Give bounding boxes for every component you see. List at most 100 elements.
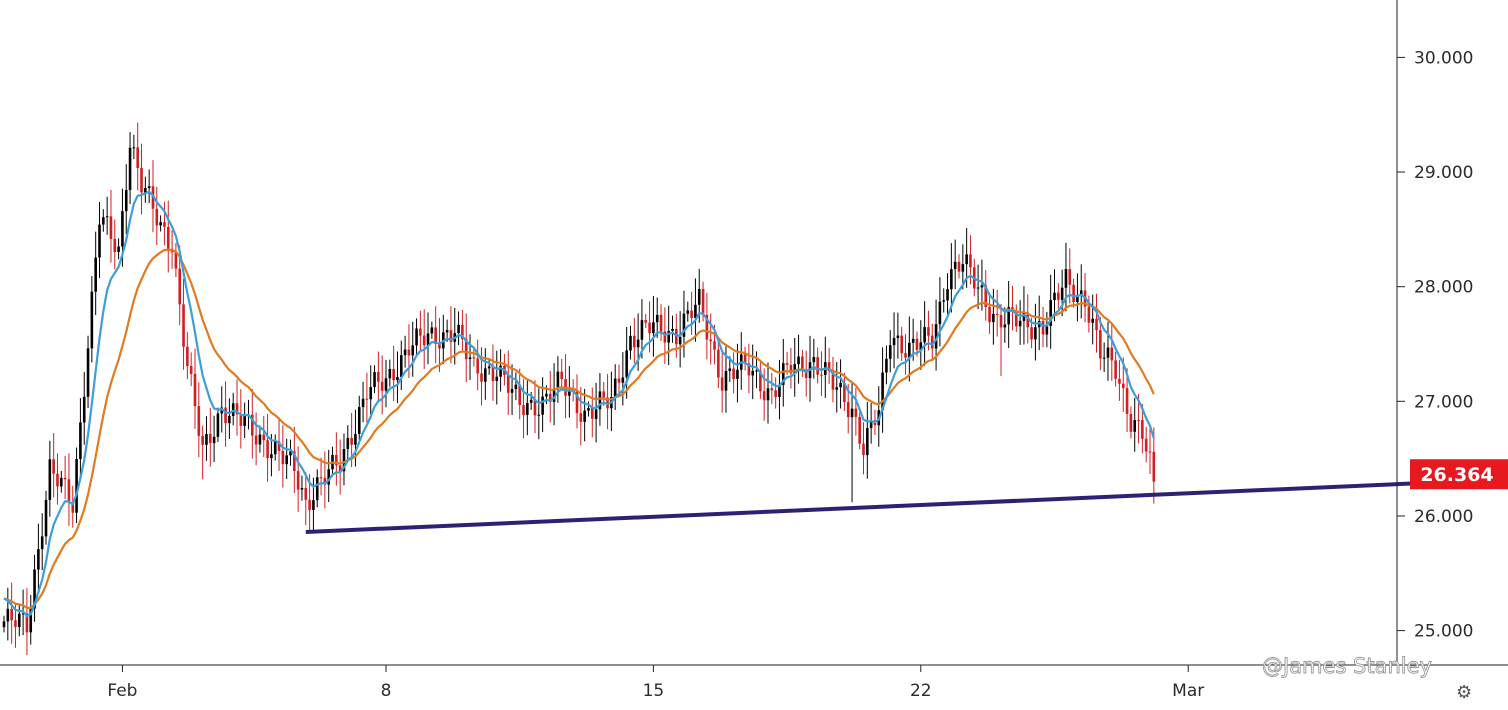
- x-tick-label: 8: [381, 681, 392, 701]
- candle-body: [885, 358, 888, 373]
- candle-body: [193, 373, 197, 407]
- candle-body: [621, 377, 625, 383]
- candle-body: [1018, 320, 1022, 327]
- candle-body: [17, 613, 21, 627]
- candle-body: [1152, 451, 1156, 482]
- candle-body: [354, 433, 357, 445]
- candle-body: [862, 443, 865, 456]
- candle-body: [464, 339, 468, 360]
- candle-body: [289, 451, 292, 456]
- candle-body: [121, 211, 124, 247]
- candle-body: [1041, 321, 1045, 335]
- candle-body: [518, 384, 521, 406]
- candle-body: [552, 388, 556, 402]
- candle-body: [858, 416, 861, 444]
- candle-body: [923, 327, 926, 343]
- candle-body: [648, 322, 651, 334]
- candle-body: [831, 370, 835, 390]
- candle-body: [541, 396, 544, 415]
- candle-body: [285, 455, 288, 465]
- candle-body: [14, 620, 17, 627]
- candle-body: [350, 437, 353, 445]
- candle-body: [98, 224, 101, 258]
- candle-body: [312, 500, 315, 510]
- candle-body: [335, 454, 338, 466]
- candle-body: [992, 313, 995, 323]
- candle-body: [770, 388, 774, 391]
- candle-body: [797, 356, 800, 365]
- candle-body: [155, 208, 159, 226]
- candle-body: [950, 269, 953, 290]
- candle-body: [717, 349, 720, 378]
- candle-body: [1053, 292, 1056, 301]
- candle-body: [1045, 325, 1049, 335]
- candle-body: [128, 147, 132, 190]
- candle-body: [266, 440, 269, 459]
- candle-body: [37, 549, 40, 570]
- candle-body: [449, 330, 453, 342]
- y-tick-label: 26.000: [1414, 507, 1473, 527]
- candle-body: [644, 320, 648, 323]
- candle-body: [636, 339, 640, 348]
- candle-body: [308, 499, 311, 510]
- candle-body: [102, 217, 105, 225]
- candle-body: [327, 469, 330, 485]
- candle-body: [140, 167, 143, 193]
- candle-body: [812, 357, 816, 363]
- candle-body: [399, 355, 403, 377]
- candle-body: [476, 358, 479, 374]
- candle-body: [598, 391, 602, 410]
- candle-body: [583, 410, 586, 422]
- candle-body: [29, 608, 33, 633]
- candle-body: [491, 366, 495, 381]
- candle-body: [506, 374, 510, 393]
- candle-body: [10, 608, 13, 621]
- support-trendline[interactable]: [305, 479, 1456, 535]
- candle-body: [671, 328, 674, 331]
- candle-body: [789, 364, 793, 374]
- candle-body: [304, 487, 308, 500]
- candle-body: [1022, 312, 1026, 321]
- candle-body: [212, 436, 216, 444]
- candle-body: [426, 333, 430, 346]
- gear-icon[interactable]: ⚙: [1456, 682, 1472, 703]
- candle-body: [117, 246, 120, 252]
- candle-body: [984, 285, 988, 307]
- candle-body: [1015, 310, 1018, 327]
- candle-body: [1148, 451, 1152, 453]
- candle-body: [262, 434, 266, 441]
- candle-body: [1125, 388, 1129, 414]
- candle-body: [319, 477, 323, 479]
- candle-body: [411, 345, 415, 356]
- candle-body: [270, 454, 273, 459]
- candle-body: [40, 536, 44, 550]
- candle-body: [197, 406, 201, 436]
- candle-body: [422, 335, 426, 346]
- candle-body: [835, 387, 839, 390]
- candle-body: [633, 335, 636, 348]
- candle-body: [396, 376, 399, 381]
- candle-body: [801, 356, 804, 372]
- candle-body: [709, 339, 712, 342]
- candle-body: [369, 387, 373, 400]
- candle-body: [79, 422, 82, 460]
- candle-body: [1133, 420, 1137, 432]
- candle-body: [728, 368, 732, 371]
- candle-body: [82, 396, 86, 423]
- candle-body: [105, 216, 109, 218]
- candle-body: [407, 349, 411, 356]
- candle-body: [590, 408, 594, 419]
- candle-body: [1137, 420, 1140, 422]
- candle-body: [1049, 300, 1052, 326]
- candle-body: [946, 289, 949, 301]
- candle-body: [293, 451, 296, 472]
- candle-body: [934, 324, 938, 349]
- candle-body: [6, 608, 10, 622]
- candle-body: [438, 344, 441, 349]
- candle-body: [201, 435, 204, 445]
- candle-body: [522, 405, 525, 415]
- candle-body: [377, 372, 380, 382]
- candle-body: [900, 335, 903, 354]
- candle-body: [468, 357, 472, 360]
